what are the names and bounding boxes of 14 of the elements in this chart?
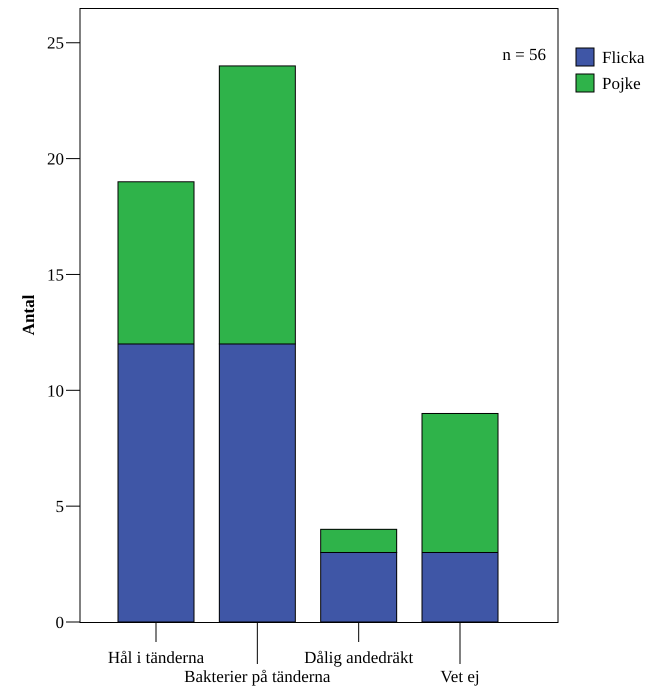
y-tick-label: 20 — [47, 150, 64, 169]
y-tick-label: 25 — [47, 34, 64, 53]
y-tick-label: 5 — [56, 497, 64, 516]
annotation: n = 56 — [502, 45, 546, 64]
legend-label: Flicka — [602, 48, 645, 67]
legend-label: Pojke — [602, 74, 641, 93]
x-tick-label: Dålig andedräkt — [304, 648, 414, 667]
y-axis-title: Antal — [19, 294, 38, 336]
y-tick-label: 0 — [56, 612, 64, 632]
x-tick-label: Bakterier på tänderna — [184, 667, 331, 686]
x-tick-label: Hål i tänderna — [108, 648, 205, 667]
x-tick-label: Vet ej — [440, 667, 480, 686]
y-tick-label: 10 — [47, 381, 64, 400]
y-tick-label: 15 — [47, 265, 64, 284]
